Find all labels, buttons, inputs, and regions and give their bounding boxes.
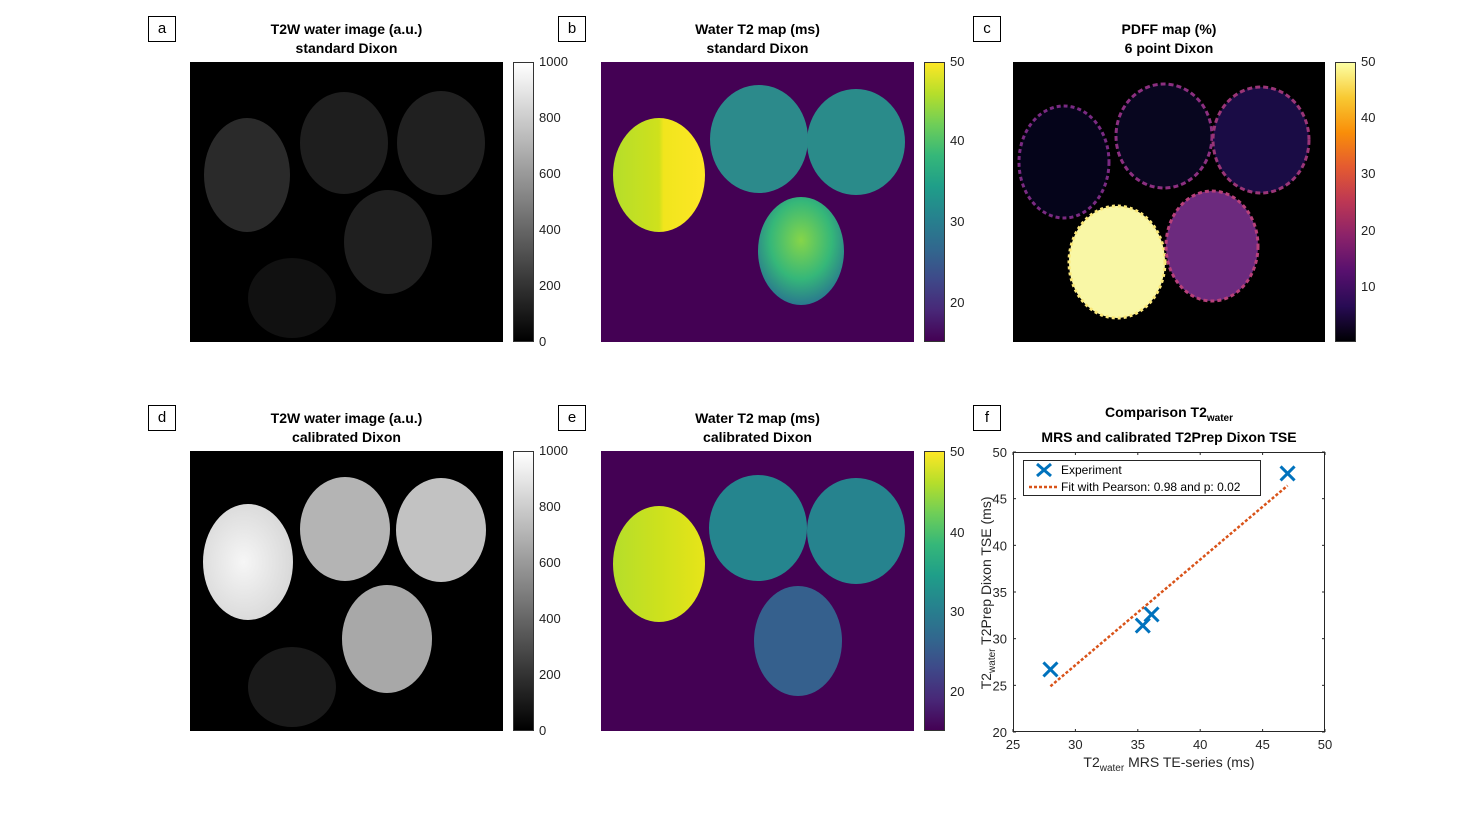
cbar-tick: 20 (1361, 223, 1376, 238)
cbar-tick: 30 (950, 604, 965, 619)
cbar-tick: 800 (539, 110, 561, 125)
legend-marker-experiment (1036, 462, 1052, 478)
viridis-colorbar-b (924, 62, 945, 342)
cbar-tick: 400 (539, 611, 561, 626)
cbar-tick: 50 (950, 54, 965, 69)
inferno-colorbar-c (1335, 62, 1356, 342)
cbar-tick: 40 (950, 133, 965, 148)
gray-colorbar-d (513, 451, 534, 731)
x-tick-label: 30 (1068, 737, 1082, 752)
panel-label-b: b (558, 16, 586, 42)
panel-label-c: c (973, 16, 1001, 42)
cbar-tick: 40 (1361, 110, 1376, 125)
x-tick-label: 35 (1131, 737, 1145, 752)
phantom-vials (203, 477, 486, 727)
legend: Experiment Fit with Pearson: 0.98 and p:… (1023, 460, 1261, 496)
cbar-tick: 400 (539, 222, 561, 237)
cbar-tick: 600 (539, 555, 561, 570)
pdff-map-vials (1017, 82, 1311, 320)
x-tick-labels: 25 30 35 40 45 50 (1006, 737, 1332, 752)
legend-label-fit: Fit with Pearson: 0.98 and p: 0.02 (1061, 480, 1241, 494)
cbar-tick: 40 (950, 525, 965, 540)
x-axis-label: T2water MRS TE-series (ms) (1083, 754, 1255, 774)
panel-a-image (190, 62, 503, 342)
panel-c-title: PDFF map (%) 6 point Dixon (1121, 21, 1217, 56)
panel-b-title: Water T2 map (ms) standard Dixon (695, 21, 820, 56)
panel-f-title: Comparison T2water MRS and calibrated T2… (1041, 404, 1297, 445)
viridis-colorbar-e (924, 451, 945, 731)
x-tick-label: 25 (1006, 737, 1020, 752)
phantom-vials (204, 91, 485, 338)
cbar-tick: 200 (539, 278, 561, 293)
x-tick-label: 40 (1193, 737, 1207, 752)
legend-line-fit (1029, 485, 1057, 489)
panel-e-image (601, 451, 914, 731)
legend-label-experiment: Experiment (1061, 463, 1122, 477)
x-tick-label: 50 (1318, 737, 1332, 752)
cbar-tick: 1000 (539, 54, 568, 69)
panel-label-e: e (558, 405, 586, 431)
cbar-tick: 20 (950, 684, 965, 699)
panel-e-title: Water T2 map (ms) calibrated Dixon (695, 410, 820, 445)
cbar-tick: 50 (1361, 54, 1376, 69)
gray-colorbar-a (513, 62, 534, 342)
panel-label-d: d (148, 405, 176, 431)
cbar-tick: 0 (539, 334, 547, 349)
cbar-tick: 200 (539, 667, 561, 682)
cbar-tick: 20 (950, 295, 965, 310)
cbar-tick: 30 (950, 214, 965, 229)
panel-b-image (601, 62, 914, 342)
panel-d-title: T2W water image (a.u.) calibrated Dixon (270, 410, 423, 445)
cbar-tick: 50 (950, 444, 965, 459)
panel-d-image (190, 451, 503, 731)
cbar-tick: 10 (1361, 279, 1376, 294)
cbar-tick: 800 (539, 499, 561, 514)
panel-c-image (1013, 62, 1325, 342)
panel-a-title: T2W water image (a.u.) standard Dixon (270, 21, 423, 56)
panel-label-f: f (973, 405, 1001, 431)
panel-label-a: a (148, 16, 176, 42)
cbar-tick: 30 (1361, 166, 1376, 181)
x-tick-label: 45 (1255, 737, 1269, 752)
cbar-tick: 600 (539, 166, 561, 181)
y-axis-label: T2water T2Prep Dixon TSE (ms) (978, 496, 998, 690)
cbar-tick: 0 (539, 723, 547, 738)
cbar-tick: 1000 (539, 443, 568, 458)
t2-map-vials (613, 475, 905, 696)
t2-map-vials (613, 85, 905, 305)
